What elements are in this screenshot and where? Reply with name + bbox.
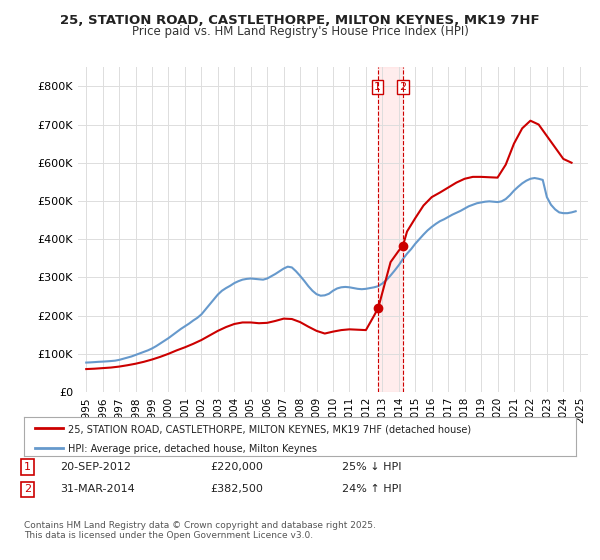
Text: Price paid vs. HM Land Registry's House Price Index (HPI): Price paid vs. HM Land Registry's House … xyxy=(131,25,469,38)
Text: 25, STATION ROAD, CASTLETHORPE, MILTON KEYNES, MK19 7HF: 25, STATION ROAD, CASTLETHORPE, MILTON K… xyxy=(60,14,540,27)
Bar xyxy=(378,67,403,392)
Text: Contains HM Land Registry data © Crown copyright and database right 2025.
This d: Contains HM Land Registry data © Crown c… xyxy=(24,521,376,540)
Text: 20-SEP-2012: 20-SEP-2012 xyxy=(60,462,131,472)
Text: £220,000: £220,000 xyxy=(210,462,263,472)
Text: £382,500: £382,500 xyxy=(210,484,263,494)
Text: 25% ↓ HPI: 25% ↓ HPI xyxy=(342,462,401,472)
Text: HPI: Average price, detached house, Milton Keynes: HPI: Average price, detached house, Milt… xyxy=(68,444,317,454)
Text: 1: 1 xyxy=(24,462,31,472)
Text: 24% ↑ HPI: 24% ↑ HPI xyxy=(342,484,401,494)
Text: 31-MAR-2014: 31-MAR-2014 xyxy=(60,484,135,494)
Text: 2: 2 xyxy=(24,484,31,494)
Text: 25, STATION ROAD, CASTLETHORPE, MILTON KEYNES, MK19 7HF (detached house): 25, STATION ROAD, CASTLETHORPE, MILTON K… xyxy=(68,424,471,435)
Text: 1: 1 xyxy=(374,82,381,92)
Text: 2: 2 xyxy=(400,82,406,92)
